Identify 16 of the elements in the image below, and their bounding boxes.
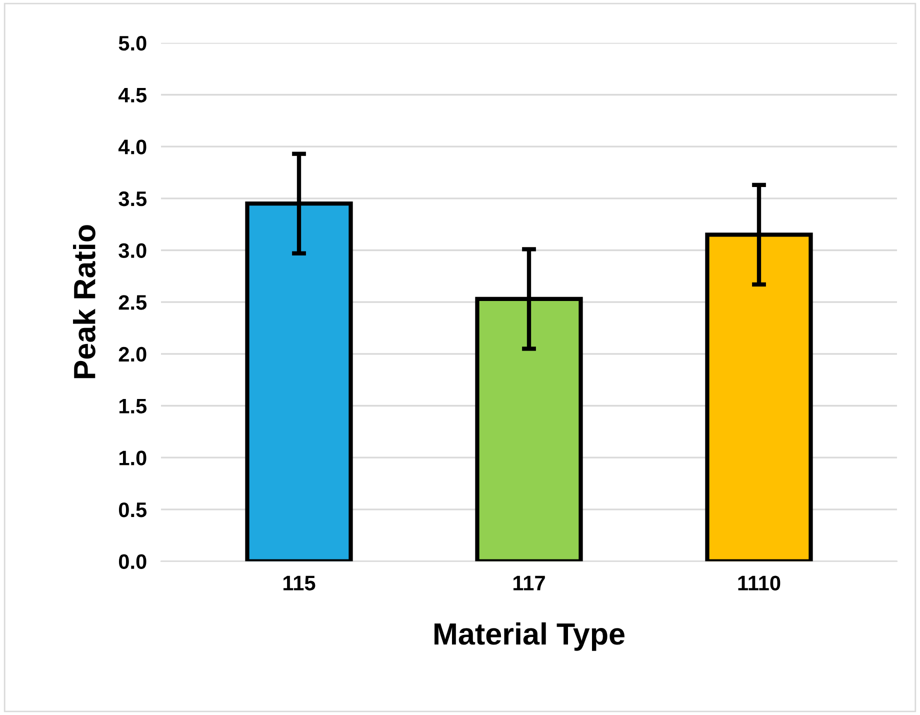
y-tick-label: 1.0 xyxy=(119,450,146,466)
y-axis-title: Peak Ratio xyxy=(73,225,96,378)
y-tick-label: 2.5 xyxy=(118,295,147,310)
y-tick-label: 2.0 xyxy=(118,346,146,362)
y-tick-label: 5.0 xyxy=(118,36,146,51)
y-tick-label: 0.5 xyxy=(118,502,147,518)
y-tick-label: 4.0 xyxy=(118,140,146,154)
x-axis-title: Material Type xyxy=(434,622,624,651)
x-tick-label: 1110 xyxy=(738,576,780,590)
y-tick-label: 1.5 xyxy=(119,398,147,414)
x-tick-label: 115 xyxy=(284,576,316,590)
y-tick-label: 0.0 xyxy=(118,554,146,570)
x-tick-label: 117 xyxy=(514,576,545,590)
y-tick-label: 4.5 xyxy=(118,88,147,102)
y-tick-label: 3.5 xyxy=(118,191,147,206)
y-tick-label: 3.0 xyxy=(118,243,146,258)
